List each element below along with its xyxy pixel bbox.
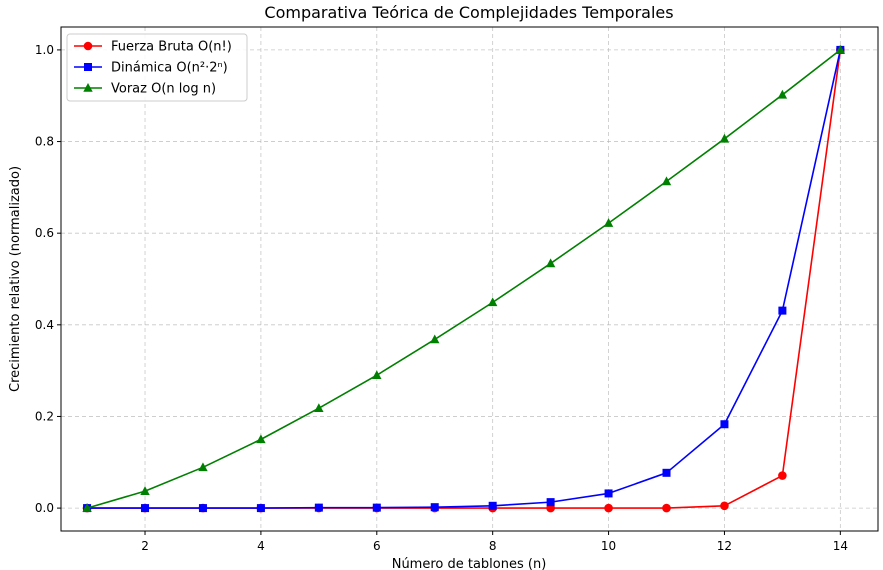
data-point <box>372 503 381 512</box>
plot-series <box>82 44 846 513</box>
data-point <box>314 503 323 512</box>
y-tick-label: 1.0 <box>35 43 54 57</box>
legend-box <box>66 33 248 102</box>
data-point <box>777 89 788 99</box>
data-point <box>198 462 208 472</box>
data-point <box>256 434 266 444</box>
data-point <box>778 306 787 315</box>
data-point <box>198 504 207 513</box>
data-point <box>430 334 440 344</box>
legend-marker <box>83 41 93 51</box>
data-point <box>720 501 729 511</box>
y-tick-label: 0.4 <box>35 318 54 332</box>
y-tick-label: 0.8 <box>35 135 54 149</box>
data-point <box>141 504 150 513</box>
data-point <box>140 486 150 495</box>
data-point <box>835 44 846 54</box>
data-point <box>314 403 324 413</box>
legend-marker <box>84 63 92 71</box>
y-tick-label: 0.0 <box>35 501 54 515</box>
data-point <box>720 420 729 429</box>
y-tick-label: 0.6 <box>35 226 54 240</box>
x-tick-label: 12 <box>717 539 732 553</box>
x-axis-label: Número de tablones (n) <box>392 557 547 570</box>
data-point <box>82 503 92 512</box>
data-point <box>545 258 556 268</box>
data-point <box>662 503 671 513</box>
legend-label: Fuerza Bruta O(n!) <box>111 40 232 55</box>
series-3 <box>82 44 846 512</box>
series-line <box>86 49 841 509</box>
x-tick-label: 8 <box>489 539 497 553</box>
data-point <box>604 489 613 498</box>
x-tick-label: 6 <box>373 539 381 553</box>
data-point <box>603 218 614 227</box>
data-point <box>778 471 787 480</box>
x-tick-label: 4 <box>257 539 265 553</box>
data-point <box>372 370 382 380</box>
legend: Fuerza Bruta O(n!) Dinámica O(n²·2ⁿ) Voraz… <box>66 33 248 102</box>
data-point <box>662 468 671 477</box>
y-tick-label: 0.2 <box>35 409 54 423</box>
legend-marker <box>83 83 93 92</box>
data-point <box>487 297 498 307</box>
legend-label: Voraz O(n log n) <box>111 82 216 97</box>
plot-frame <box>60 26 879 532</box>
series-line <box>87 49 842 509</box>
data-point <box>719 133 730 143</box>
axes: 2 4 6 8 10 12 14 0.0 0.2 0.4 0.6 0.8 1.0 <box>35 43 848 553</box>
legend-label: Dinámica O(n²·2ⁿ) <box>111 61 228 76</box>
x-tick-label: 14 <box>833 539 848 553</box>
x-tick-label: 2 <box>141 539 149 553</box>
data-point <box>604 503 613 513</box>
x-tick-label: 10 <box>601 539 616 553</box>
data-point <box>430 503 439 512</box>
data-point <box>661 176 672 186</box>
y-axis-label: Crecimiento relativo (normalizado) <box>8 166 23 392</box>
data-point <box>546 498 555 507</box>
data-point <box>488 501 497 510</box>
chart-title: Comparativa Teórica de Complejidades Tem… <box>264 3 673 22</box>
data-point <box>256 504 265 513</box>
